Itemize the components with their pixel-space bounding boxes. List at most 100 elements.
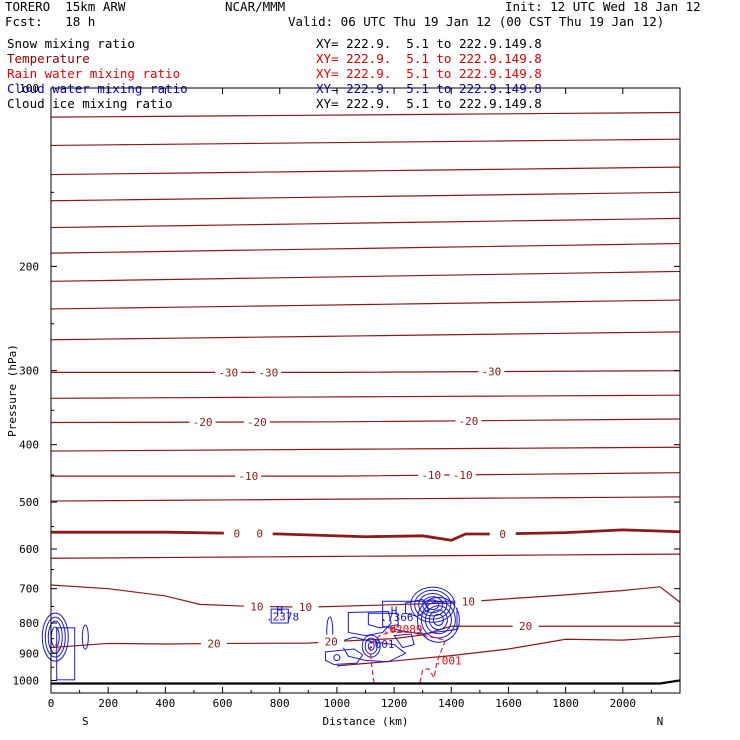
- isotherm-label: -20: [247, 416, 267, 429]
- plot-frame: [50, 87, 681, 694]
- isotherm-label-bg: [243, 599, 270, 613]
- isotherm-label: 0: [234, 527, 241, 540]
- isotherm-line: [50, 191, 681, 202]
- xy-cloud-ice: XY= 222.9. 5.1 to 222.9.149.8: [316, 96, 542, 111]
- isotherm-label: 20: [325, 636, 338, 649]
- xy-snow: XY= 222.9. 5.1 to 222.9.149.8: [316, 36, 542, 51]
- cloud-water-contour: [50, 626, 60, 648]
- isotherm-label-bg: [243, 415, 270, 429]
- cloud-water-contour: [339, 636, 407, 663]
- y-tick-label: 300: [19, 365, 39, 378]
- legend-snow: Snow mixing ratio: [7, 36, 135, 51]
- north-label: N: [657, 715, 664, 728]
- isotherm-label: 10: [299, 601, 312, 614]
- isotherm-label-bg: [255, 365, 282, 379]
- y-tick-label: 400: [19, 439, 39, 452]
- cloud-water-contour: [428, 609, 448, 631]
- y-tick-label: 200: [19, 260, 39, 273]
- x-tick-label: 400: [155, 697, 175, 710]
- isotherm-line: [51, 370, 681, 373]
- isotherm-line: [50, 166, 681, 176]
- cloud-water-label: .7366: [380, 611, 413, 624]
- isotherm-line: [50, 331, 681, 341]
- isotherm-line: [51, 472, 681, 477]
- cloud-water-contour: [81, 624, 89, 650]
- isotherm-label-bg: [455, 413, 482, 427]
- x-tick-label: 0: [48, 697, 55, 710]
- isotherm-label-bg: [478, 364, 505, 378]
- isotherm-label: 10: [462, 596, 475, 609]
- isotherm-label-bg: [318, 634, 345, 648]
- init-time: Init: 12 UTC Wed 18 Jan 12: [505, 0, 701, 14]
- isotherm-line: [50, 446, 681, 452]
- isotherm-label-bg: [235, 469, 262, 483]
- x-tick-label: 1800: [552, 697, 579, 710]
- cloud-water-label: H: [391, 605, 398, 618]
- isotherm-line: [50, 584, 681, 608]
- y-tick-label: 700: [19, 583, 39, 596]
- cloud-water-contour: [367, 612, 399, 629]
- isotherm-line: [50, 394, 681, 399]
- cloud-water-contour: [333, 654, 341, 662]
- cloud-water-label: .2378: [266, 610, 299, 623]
- isotherm-line: [50, 553, 681, 559]
- isotherm-line: [50, 242, 681, 254]
- rain-water-label: .001: [435, 655, 462, 668]
- cloud-water-contour: [367, 641, 375, 651]
- isotherm-line: [50, 299, 681, 310]
- x-tick-label: 1400: [438, 697, 465, 710]
- isotherm-label-bg: [189, 415, 216, 429]
- isotherm-line: [50, 111, 681, 118]
- cloud-water-contour: [364, 637, 378, 655]
- cloud-water-contour: [414, 589, 452, 620]
- isotherm-label: 20: [207, 638, 220, 651]
- x-tick-label: 1200: [381, 697, 408, 710]
- cloud-water-contour: [418, 593, 448, 617]
- rain-water-contour: [54, 644, 61, 652]
- cloud-water-contour: [432, 613, 444, 626]
- y-tick-label: 600: [19, 543, 39, 556]
- xy-temperature: XY= 222.9. 5.1 to 222.9.149.8: [316, 51, 542, 66]
- cloud-water-label: H: [276, 604, 283, 617]
- isotherm-label: 0: [499, 528, 506, 541]
- y-tick-label: 100: [19, 82, 39, 95]
- isotherm-line: [50, 138, 681, 147]
- surface-pressure-line: [51, 679, 681, 685]
- isotherm-line: [50, 270, 681, 282]
- y-tick-label: 1000: [13, 674, 40, 687]
- forecast-hour: Fcst: 18 h: [5, 14, 96, 29]
- rain-water-contour: [369, 630, 447, 684]
- cloud-water-contour: [426, 599, 440, 611]
- cloud-water-contour: [324, 648, 364, 666]
- cloud-water-contour: [405, 598, 430, 618]
- south-label: S: [82, 715, 89, 728]
- isotherm-label: -20: [458, 415, 478, 428]
- x-tick-label: 600: [213, 697, 233, 710]
- model-title: TORERO 15km ARW: [5, 0, 126, 14]
- cloud-water-label: .001: [368, 638, 395, 651]
- cloud-water-contour: [420, 601, 456, 639]
- isotherm-line: [50, 418, 681, 424]
- cloud-water-contour: [416, 596, 460, 643]
- isotherm-label-bg: [455, 594, 482, 608]
- isotherm-label: -10: [421, 469, 441, 482]
- x-tick-label: 800: [270, 697, 290, 710]
- legend-rain: Rain water mixing ratio: [7, 66, 181, 81]
- isotherm-label-bg: [246, 526, 273, 540]
- y-tick-label: 900: [19, 647, 39, 660]
- y-axis-title: Pressure (hPa): [6, 344, 19, 437]
- isotherm-label: 0: [256, 528, 263, 541]
- center-label: NCAR/MMM: [225, 0, 286, 14]
- cloud-water-contour: [347, 611, 392, 637]
- cloud-water-contour: [47, 620, 63, 654]
- isotherm-label-bg: [200, 636, 227, 650]
- x-tick-label: 1600: [495, 697, 522, 710]
- isotherm-label: -30: [481, 366, 501, 379]
- x-axis-title: Distance (km): [322, 715, 408, 728]
- isotherm-label-bg: [512, 619, 539, 633]
- isotherm-label-bg: [292, 600, 319, 614]
- y-tick-label: 800: [19, 617, 39, 630]
- isotherm-label-bg: [223, 526, 250, 540]
- cloud-water-contour: [270, 608, 289, 624]
- legend-temperature: Temperature: [7, 51, 90, 66]
